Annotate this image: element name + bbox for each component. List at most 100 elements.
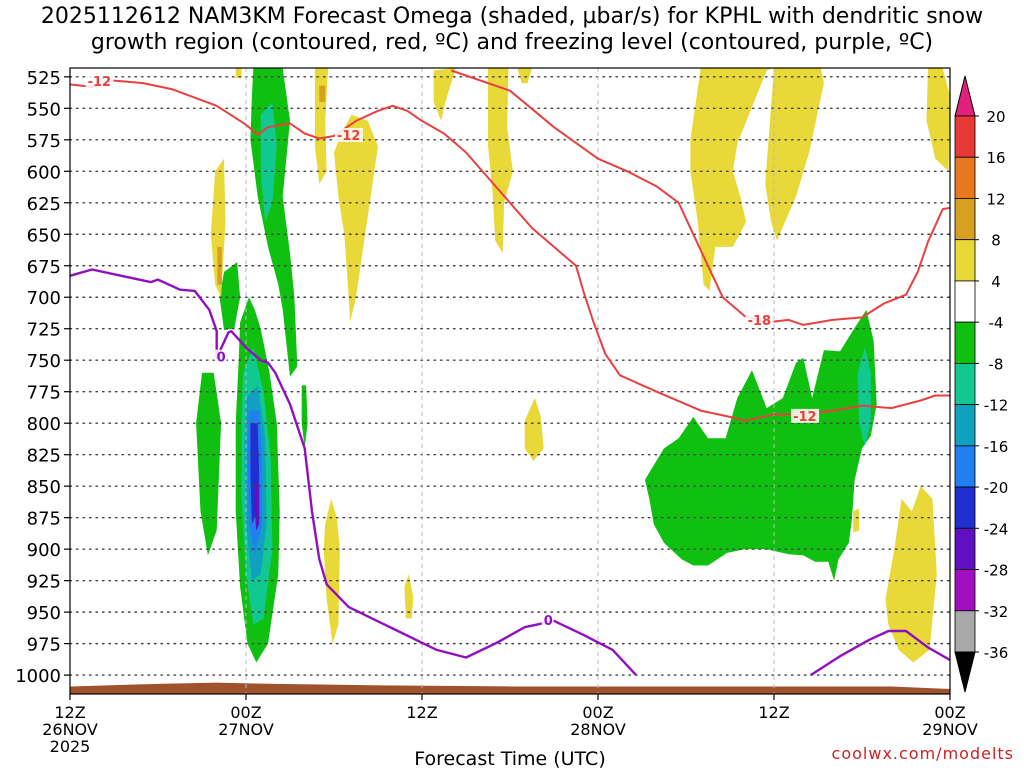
- colorbar-label-7: -12: [984, 397, 1009, 415]
- x-tick-label-0-3: 2025: [50, 737, 91, 756]
- colorbar-bin-1: [954, 115, 976, 158]
- contour-lines: -12 -12 -12 -18 0 0: [70, 69, 950, 677]
- y-tick-label-675: 675: [27, 257, 61, 278]
- y-tick-label-600: 600: [27, 162, 61, 183]
- omega-region-11: [644, 309, 877, 581]
- colorbar-top-triangle: [954, 75, 976, 117]
- omega-region-14: [314, 68, 329, 184]
- colorbar-bin-13: [954, 610, 976, 653]
- grid-lines: [69, 68, 951, 694]
- x-tick-label-24-1: 12Z: [406, 703, 437, 722]
- y-tick-label-575: 575: [27, 131, 61, 152]
- colorbar-bin-2: [954, 156, 976, 199]
- omega-region-3: [219, 262, 241, 330]
- colorbar-label-12: -32: [984, 603, 1009, 621]
- colorbar-bottom-triangle: [954, 651, 976, 693]
- axes: 525 550 575 600 625 650 675 700 725 750 775 800 825 8…: [15, 67, 978, 756]
- y-tick-label-900: 900: [27, 540, 61, 561]
- x-tick-label-36-2: 28NOV: [570, 720, 626, 739]
- contour-label-zero-b: 0: [544, 614, 553, 629]
- omega-region-12: [857, 347, 871, 446]
- contour-label-minus12-a: -12: [88, 75, 112, 90]
- colorbar-label-10: -24: [984, 520, 1009, 538]
- y-tick-label-550: 550: [27, 99, 61, 120]
- y-tick-label-525: 525: [27, 68, 61, 89]
- colorbar-label-6: -8: [989, 355, 1004, 373]
- omega-region-28: [885, 486, 937, 663]
- colorbar-bin-11: [954, 527, 976, 570]
- y-tick-label-700: 700: [27, 288, 61, 309]
- colorbar-label-5: -4: [989, 314, 1004, 332]
- colorbar-label-8: -16: [984, 438, 1009, 456]
- omega-region-16: [210, 158, 226, 298]
- y-tick-label-1000: 1000: [15, 666, 61, 687]
- omega-region-21: [517, 68, 532, 84]
- x-tick-label-0-2: 26NOV: [42, 720, 98, 739]
- y-tick-label-875: 875: [27, 509, 61, 530]
- x-tick-label-60-1: 00Z: [934, 703, 965, 722]
- y-tick-label-650: 650: [27, 225, 61, 246]
- colorbar-bin-7: [954, 362, 976, 406]
- contour-label-minus12-c: -12: [793, 410, 817, 425]
- colorbar-bin-8: [954, 404, 976, 447]
- colorbar-bin-10: [954, 486, 976, 529]
- chart-title-line-2: growth region (contoured, red, ºC) and f…: [90, 30, 934, 55]
- x-tick-label-12-2: 27NOV: [218, 720, 274, 739]
- y-tick-label-850: 850: [27, 477, 61, 498]
- x-tick-label-12-1: 00Z: [230, 703, 261, 722]
- omega-region-26: [765, 68, 824, 241]
- y-tick-label-925: 925: [27, 572, 61, 593]
- contour-label-zero-a: 0: [217, 351, 226, 366]
- credit-text: coolwx.com/modelts: [831, 744, 1014, 763]
- colorbar-label-4: 4: [991, 273, 1001, 291]
- colorbar-label-3: 8: [991, 232, 1001, 250]
- omega-region-1: [260, 102, 277, 222]
- contour-dgz_minus12_mid: [333, 104, 950, 422]
- terrain-ground: [70, 682, 950, 694]
- colorbar-label-0: 20: [986, 108, 1005, 126]
- omega-region-10: [301, 385, 308, 449]
- omega-region-13: [235, 68, 242, 79]
- omega-region-29: [853, 508, 860, 533]
- terrain-fill: [70, 682, 950, 694]
- colorbar-bin-9: [954, 445, 976, 488]
- omega-region-2: [196, 372, 222, 556]
- y-tick-label-625: 625: [27, 194, 61, 215]
- y-tick-label-825: 825: [27, 446, 61, 467]
- colorbar-label-13: -36: [984, 644, 1009, 662]
- x-tick-label-36-1: 00Z: [582, 703, 613, 722]
- contour-dgz_minus12_upper: [70, 79, 335, 140]
- omega-region-20: [488, 68, 513, 254]
- contour-label-zero-b-bg: [541, 612, 554, 627]
- y-tick-label-775: 775: [27, 383, 61, 404]
- contour-freezing_level: [70, 268, 637, 676]
- colorbar-bin-4: [954, 239, 976, 282]
- colorbar-bin-12: [954, 569, 976, 612]
- omega-region-23: [323, 498, 340, 644]
- colorbar: 20 16 12 8 4 -4 -8 -12 -16 -20 -24 -28 -32 -36: [954, 75, 1009, 693]
- chart-title-line-1: 2025112612 NAM3KM Forecast Omega (shaded…: [40, 4, 984, 29]
- chart-title: 2025112612 NAM3KM Forecast Omega (shaded…: [0, 4, 1024, 56]
- contour-label-zero-a-bg: [214, 349, 227, 364]
- colorbar-label-9: -20: [984, 479, 1009, 497]
- x-tick-label-48-1: 12Z: [758, 703, 789, 722]
- omega-shading: [196, 68, 950, 663]
- colorbar-bin-6: [954, 321, 976, 364]
- omega-region-15: [319, 85, 326, 102]
- contour-label-minus12-a-bg: [85, 73, 114, 88]
- y-tick-label-950: 950: [27, 603, 61, 624]
- x-axis-label: Forecast Time (UTC): [414, 748, 605, 768]
- omega-region-18: [334, 114, 378, 323]
- contour-freezing_level_2: [810, 629, 950, 677]
- y-tick-label-750: 750: [27, 351, 61, 372]
- omega-region-25: [690, 68, 774, 291]
- omega-region-22: [524, 398, 544, 461]
- contour-label-minus18-bg: [745, 313, 774, 328]
- colorbar-label-1: 16: [986, 149, 1005, 167]
- y-tick-label-975: 975: [27, 635, 61, 656]
- colorbar-bin-5: [954, 280, 976, 323]
- omega-region-24: [404, 574, 414, 619]
- colorbar-bin-3: [954, 198, 976, 241]
- contour-label-minus12-b-bg: [334, 128, 363, 143]
